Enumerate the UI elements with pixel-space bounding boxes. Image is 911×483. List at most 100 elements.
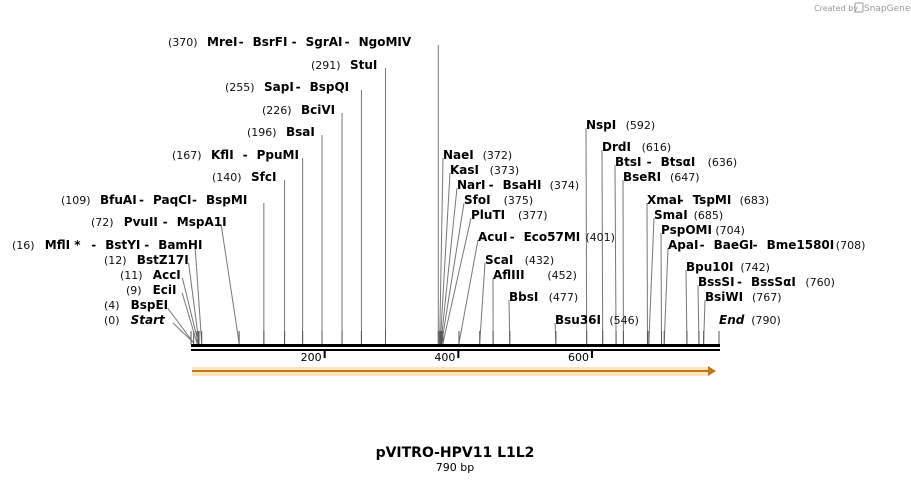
cut-site-s34[interactable]: BssSI - BssSαI (760): [698, 275, 835, 289]
enzyme-name: SmaI: [654, 208, 688, 222]
enzyme-name: PpuMI: [257, 148, 299, 162]
site-position: (11): [120, 269, 143, 282]
enzyme-name: NaeI: [443, 148, 474, 162]
cut-line: [585, 127, 588, 344]
cut-site-s31[interactable]: PspOMI (704): [661, 223, 745, 237]
enzyme-name: AflIII: [493, 268, 525, 282]
cut-site-s29[interactable]: XmaI- TspMI (683): [647, 193, 769, 207]
enzyme-name: BsaHI: [503, 178, 542, 192]
enzyme-name: BtsI: [615, 155, 642, 169]
cut-site-s25[interactable]: NspI (592): [586, 118, 655, 132]
cut-site-s23[interactable]: BbsI (477): [509, 290, 578, 304]
cut-site-s6[interactable]: (72) PvuII - MspA1I: [91, 215, 227, 229]
axis-tick-label: 200: [301, 351, 322, 364]
cut-site-s16[interactable]: KasI (373): [450, 163, 519, 177]
cut-site-s0[interactable]: (0) Start: [104, 313, 166, 327]
site-position: (767): [752, 291, 782, 304]
cut-site-s7[interactable]: (109) BfuAI - PaqCI - BspMI: [61, 193, 247, 207]
snapgene-brand: SnapGene: [864, 4, 911, 14]
site-position: (226): [262, 104, 292, 117]
site-position: (196): [247, 126, 277, 139]
cut-site-s30[interactable]: SmaI (685): [654, 208, 723, 222]
cut-site-s15[interactable]: NaeI (372): [443, 148, 512, 162]
site-position: (742): [740, 261, 770, 274]
enzyme-name: Bme1580I: [767, 238, 835, 252]
site-position: (616): [642, 141, 672, 154]
cut-site-s4[interactable]: (12) BstZ17I: [104, 253, 189, 267]
l1l2-feature-arrow[interactable]: [192, 366, 716, 376]
enzyme-name: BamHI: [158, 238, 202, 252]
site-position: (790): [751, 314, 781, 327]
cut-line: [663, 247, 669, 344]
enzyme-name: ScaI: [485, 253, 513, 267]
cut-site-s17[interactable]: NarI - BsaHI (374): [457, 178, 579, 192]
cut-line: [440, 187, 458, 344]
site-position: (373): [490, 164, 520, 177]
name-separator: -: [647, 155, 652, 169]
cut-site-s20[interactable]: AcuI - Eco57MI (401): [478, 230, 615, 244]
site-position: (760): [805, 276, 835, 289]
enzyme-name: BspQI: [310, 80, 350, 94]
cut-site-s35[interactable]: BsiWI (767): [705, 290, 782, 304]
cut-site-s26[interactable]: DrdI (616): [602, 140, 671, 154]
site-position: (704): [715, 224, 745, 237]
name-separator: -: [679, 193, 684, 207]
cut-line: [685, 269, 688, 344]
name-separator: -: [737, 275, 742, 289]
name-separator: -: [489, 178, 494, 192]
enzyme-name: BssSI: [698, 275, 735, 289]
site-position: (452): [547, 269, 577, 282]
cut-site-s5[interactable]: (16) MflI * - BstYI - BamHI: [12, 238, 202, 252]
enzyme-name: ApaI: [668, 238, 698, 252]
cut-site-s19[interactable]: PluTI (377): [471, 208, 548, 222]
cut-site-s22[interactable]: AflIII (452): [493, 268, 577, 282]
cut-line: [439, 172, 451, 344]
site-position: (685): [694, 209, 724, 222]
enzyme-name: SgrAI: [306, 35, 343, 49]
enzyme-name: DrdI: [602, 140, 631, 154]
site-position: (16): [12, 239, 35, 252]
enzyme-name: BaeGI: [714, 238, 754, 252]
site-position: (647): [670, 171, 700, 184]
cut-site-s1[interactable]: (4) BspEI: [104, 298, 168, 312]
cut-line: [188, 262, 200, 344]
enzyme-name: BtsαI: [661, 155, 696, 169]
axis-tick-label: 400: [434, 351, 455, 364]
cut-site-s11[interactable]: (226) BciVI: [262, 103, 335, 117]
enzyme-name: BseRI: [623, 170, 661, 184]
cut-line: [220, 224, 240, 344]
cut-line: [167, 307, 195, 344]
site-position: (140): [212, 171, 242, 184]
site-labels: (0) Start (4) BspEI(9) EciI (11) AccI (12) BstZ1…: [12, 35, 865, 327]
site-position: (477): [549, 291, 579, 304]
cut-site-s27[interactable]: BtsI - BtsαI (636): [615, 155, 737, 169]
cut-site-s36[interactable]: End (790): [719, 313, 781, 327]
cut-site-s8[interactable]: (140) SfcI: [212, 170, 276, 184]
enzyme-name: KflI: [211, 148, 234, 162]
cut-site-s14[interactable]: (370) MreI - BsrFI - SgrAI - NgoMIV: [168, 35, 412, 49]
cut-site-s2[interactable]: (9) EciI: [126, 283, 176, 297]
enzyme-name: SfcI: [251, 170, 276, 184]
cut-site-s33[interactable]: Bpu10I (742): [686, 260, 770, 274]
enzyme-name: BspEI: [131, 298, 169, 312]
enzyme-name: SapI: [264, 80, 294, 94]
bp-axis: 200 400 600: [301, 351, 594, 364]
cut-site-s12[interactable]: (255) SapI - BspQI: [225, 80, 349, 94]
cut-site-s3[interactable]: (11) AccI: [120, 268, 181, 282]
cut-site-s21[interactable]: ScaI (432): [485, 253, 554, 267]
site-position: (374): [550, 179, 580, 192]
cut-site-s24[interactable]: Bsu36I (546): [555, 313, 639, 327]
cut-site-s28[interactable]: BseRI (647): [623, 170, 700, 184]
enzyme-name: PluTI: [471, 208, 505, 222]
cut-site-s10[interactable]: (196) BsaI: [247, 125, 315, 139]
site-position: (432): [525, 254, 555, 267]
cut-line: [458, 239, 479, 344]
cut-site-s9[interactable]: (167) KflI - PpuMI: [172, 148, 299, 162]
cut-site-s32[interactable]: ApaI - BaeGI - Bme1580I (708): [668, 238, 865, 252]
enzyme-name: BstYI: [105, 238, 140, 252]
cut-site-s13[interactable]: (291) StuI: [311, 58, 377, 72]
enzyme-name: XmaI: [647, 193, 681, 207]
cut-line: [194, 247, 203, 344]
cut-site-s18[interactable]: SfoI (375): [464, 193, 533, 207]
